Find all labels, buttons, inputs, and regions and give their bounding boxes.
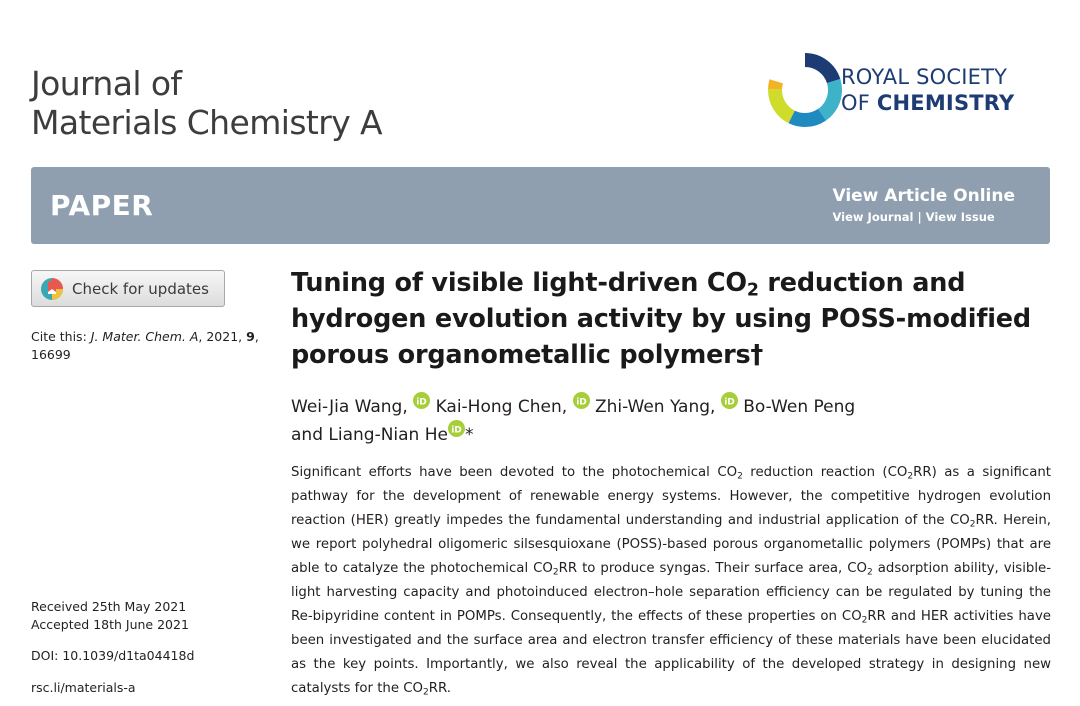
publisher-line2: OF CHEMISTRY xyxy=(841,90,1014,116)
abstract-text: Significant efforts have been devoted to… xyxy=(291,465,738,480)
view-issue-link[interactable]: View Issue xyxy=(925,210,995,224)
orcid-icon[interactable]: iD xyxy=(413,392,431,409)
accepted-date: Accepted 18th June 2021 xyxy=(31,617,189,632)
link-separator: | xyxy=(917,210,922,224)
abstract-text: RR and HER activities have been investig… xyxy=(291,609,1051,696)
abstract-subscript: 2 xyxy=(737,471,743,482)
view-article-online-link[interactable]: View Article Online xyxy=(832,186,1015,206)
check-for-updates-button[interactable]: Check for updates xyxy=(31,270,225,307)
abstract-text: reduction reaction (CO xyxy=(742,465,908,480)
orcid-icon[interactable]: iD xyxy=(447,420,465,437)
journal-title-line2: Materials Chemistry A xyxy=(31,103,383,142)
author-name[interactable]: Zhi-Wen Yang xyxy=(594,397,711,417)
title-part2: reduction and hydrogen evolution activit… xyxy=(291,268,1031,370)
author-list: Wei-Jia Wang, iD Kai-Hong Chen, iD Zhi-W… xyxy=(291,392,1051,448)
abstract-subscript: 2 xyxy=(969,519,976,530)
svg-text:iD: iD xyxy=(724,398,735,408)
abstract-subscript: 2 xyxy=(861,615,868,626)
doi[interactable]: DOI: 10.1039/d1ta04418d xyxy=(31,648,195,663)
publisher-line2-bold: CHEMISTRY xyxy=(876,91,1015,115)
orcid-icon[interactable]: iD xyxy=(572,392,590,409)
cite-prefix: Cite this: xyxy=(31,329,87,344)
publisher-line1: ROYAL SOCIETY xyxy=(841,65,1008,89)
citation: Cite this: J. Mater. Chem. A, 2021, 9, 1… xyxy=(31,328,271,364)
svg-text:iD: iD xyxy=(416,398,427,408)
publisher-line2-prefix: OF xyxy=(841,91,871,115)
author-separator: , xyxy=(710,397,721,417)
journal-short-link[interactable]: rsc.li/materials-a xyxy=(31,680,136,695)
check-for-updates-label: Check for updates xyxy=(72,279,209,298)
abstract-text: RR. xyxy=(428,681,451,696)
title-subscript: 2 xyxy=(746,280,759,301)
crossmark-icon xyxy=(41,277,63,300)
cite-pages: , 16699 xyxy=(31,329,259,362)
journal-title-line1: Journal of xyxy=(31,64,182,103)
cite-volume: 9 xyxy=(246,329,255,344)
article-title: Tuning of visible light-driven CO2 reduc… xyxy=(291,265,1051,373)
abstract-text: RR to produce syngas. Their surface area… xyxy=(558,561,868,576)
article-type: PAPER xyxy=(50,189,154,222)
cite-year: , 2021, xyxy=(198,329,243,344)
article-type-banner: PAPER View Article Online View Journal | V… xyxy=(31,167,1050,244)
publisher-name: ROYAL SOCIETY OF CHEMISTRY xyxy=(841,64,1014,116)
author-conjunction: and xyxy=(291,425,323,445)
title-part1: Tuning of visible light-driven CO xyxy=(291,268,747,298)
abstract-text: RR. Herein, we report polyhedral oligome… xyxy=(291,513,1051,576)
svg-text:iD: iD xyxy=(576,398,587,408)
abstract: Significant efforts have been devoted to… xyxy=(291,461,1051,701)
abstract-text: RR) as a significant pathway for the dev… xyxy=(291,465,1051,528)
article-dates: Received 25th May 2021 Accepted 18th Jun… xyxy=(31,598,189,634)
abstract-subscript: 2 xyxy=(907,471,914,482)
title-dagger: † xyxy=(750,340,764,370)
author-name[interactable]: Bo-Wen Peng xyxy=(743,397,856,417)
author-separator: , xyxy=(402,397,414,417)
orcid-icon[interactable]: iD xyxy=(720,392,738,409)
received-date: Received 25th May 2021 xyxy=(31,599,187,614)
author-name[interactable]: Liang-Nian He xyxy=(328,425,448,445)
view-links: View Journal | View Issue xyxy=(832,207,1015,227)
journal-title: Journal of Materials Chemistry A xyxy=(31,64,383,142)
rsc-logo-icon xyxy=(768,53,842,127)
corresponding-author-mark: * xyxy=(464,425,474,445)
abstract-text: adsorption ability, visible-light harves… xyxy=(291,561,1051,624)
abstract-subscript: 2 xyxy=(423,687,429,698)
author-name[interactable]: Kai-Hong Chen xyxy=(435,397,562,417)
abstract-subscript: 2 xyxy=(867,567,873,578)
author-name[interactable]: Wei-Jia Wang xyxy=(291,397,403,417)
view-journal-link[interactable]: View Journal xyxy=(832,210,914,224)
author-separator: , xyxy=(561,397,573,417)
banner-links: View Article Online View Journal | View Is… xyxy=(832,185,1015,227)
abstract-subscript: 2 xyxy=(552,567,559,578)
svg-text:iD: iD xyxy=(451,426,462,436)
cite-journal: J. Mater. Chem. A xyxy=(90,329,199,344)
